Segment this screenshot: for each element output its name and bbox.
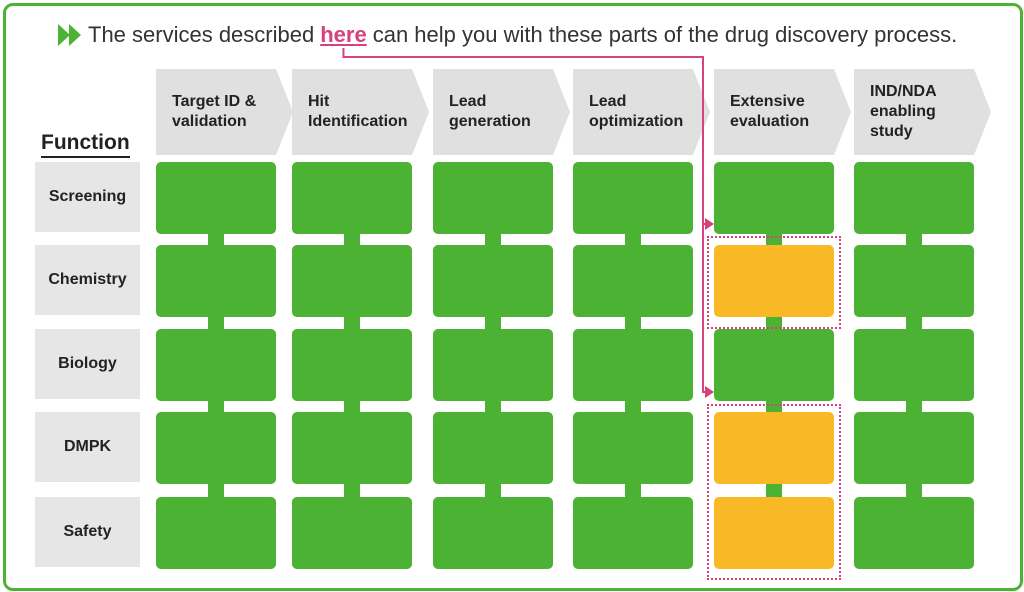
intro-text-before: The services described (88, 22, 315, 47)
function-label-chemistry: Chemistry (35, 245, 140, 315)
function-label-dmpk: DMPK (35, 412, 140, 482)
cell-extensive-evaluation-safety-highlighted (714, 497, 834, 569)
cell-target-id-validation-screening (156, 162, 276, 234)
here-link[interactable]: here (320, 22, 367, 47)
cell-ind-nda-enabling-study-dmpk (854, 412, 974, 484)
grid-connector (344, 482, 360, 501)
cell-hit-identification-safety (292, 497, 412, 569)
function-title: Function (41, 131, 130, 158)
stage-arrow-shape (714, 69, 851, 155)
highlight-group-box (707, 236, 841, 329)
double-play-icon (58, 24, 81, 46)
cell-ind-nda-enabling-study-screening (854, 162, 974, 234)
grid-connector (485, 482, 501, 501)
highlight-group-box (707, 404, 841, 580)
cell-lead-generation-dmpk (433, 412, 553, 484)
stage-target-id-validation: Target ID & validation (156, 69, 293, 155)
stage-arrow-shape (573, 69, 710, 155)
grid-connector (344, 232, 360, 249)
stage-label: IND/NDA enabling study (870, 83, 937, 140)
grid-connector (906, 315, 922, 333)
stage-arrow-shape (292, 69, 429, 155)
grid-connector (906, 482, 922, 501)
grid-connector (208, 399, 224, 416)
grid-connector (625, 399, 641, 416)
grid-connector (906, 232, 922, 249)
stage-arrow-shape (156, 69, 293, 155)
cell-extensive-evaluation-screening (714, 162, 834, 234)
stage-label: Hit Identification (308, 93, 408, 130)
cell-hit-identification-chemistry (292, 245, 412, 317)
link-connector-line (342, 48, 710, 393)
stage-hit-identification: Hit Identification (292, 69, 429, 155)
cell-target-id-validation-safety (156, 497, 276, 569)
stage-ind-nda-enabling-study: IND/NDA enabling study (854, 69, 991, 155)
grid-connector (485, 315, 501, 333)
grid-connector (208, 482, 224, 501)
grid-connector (766, 482, 782, 501)
cell-lead-generation-chemistry (433, 245, 553, 317)
function-label-safety: Safety (35, 497, 140, 567)
grid-connector (625, 482, 641, 501)
cell-ind-nda-enabling-study-biology (854, 329, 974, 401)
grid-connector (485, 232, 501, 249)
grid-connector (208, 232, 224, 249)
grid-connector (208, 315, 224, 333)
cell-lead-optimization-dmpk (573, 412, 693, 484)
grid-connector (906, 399, 922, 416)
stage-arrow-shape (854, 69, 991, 155)
stage-extensive-evaluation: Extensive evaluation (714, 69, 851, 155)
stage-label: Target ID & validation (172, 93, 257, 130)
cell-extensive-evaluation-dmpk-highlighted (714, 412, 834, 484)
cell-lead-optimization-screening (573, 162, 693, 234)
cell-hit-identification-biology (292, 329, 412, 401)
cell-hit-identification-dmpk (292, 412, 412, 484)
intro-line: The services described here can help you… (58, 20, 957, 50)
cell-lead-generation-screening (433, 162, 553, 234)
cell-lead-optimization-chemistry (573, 245, 693, 317)
grid-connector (766, 399, 782, 416)
cell-ind-nda-enabling-study-safety (854, 497, 974, 569)
stage-label: Lead generation (449, 93, 531, 130)
cell-target-id-validation-biology (156, 329, 276, 401)
cell-lead-generation-biology (433, 329, 553, 401)
cell-target-id-validation-chemistry (156, 245, 276, 317)
cell-hit-identification-screening (292, 162, 412, 234)
cell-lead-generation-safety (433, 497, 553, 569)
stage-lead-generation: Lead generation (433, 69, 570, 155)
function-label-screening: Screening (35, 162, 140, 232)
cell-ind-nda-enabling-study-chemistry (854, 245, 974, 317)
grid-connector (344, 315, 360, 333)
stage-label: Lead optimization (589, 93, 684, 130)
stage-label: Extensive evaluation (730, 93, 810, 130)
arrowhead-chemistry (705, 218, 714, 230)
grid-connector (625, 232, 641, 249)
intro-text-after: can help you with these parts of the dru… (372, 22, 958, 47)
cell-target-id-validation-dmpk (156, 412, 276, 484)
cell-extensive-evaluation-chemistry-highlighted (714, 245, 834, 317)
grid-connector (485, 399, 501, 416)
cell-extensive-evaluation-biology (714, 329, 834, 401)
stage-arrow-shape (433, 69, 570, 155)
stage-lead-optimization: Lead optimization (573, 69, 710, 155)
cell-lead-optimization-safety (573, 497, 693, 569)
grid-connector (344, 399, 360, 416)
grid-connector (625, 315, 641, 333)
function-label-biology: Biology (35, 329, 140, 399)
cell-lead-optimization-biology (573, 329, 693, 401)
arrowhead-dmpk (705, 386, 714, 398)
